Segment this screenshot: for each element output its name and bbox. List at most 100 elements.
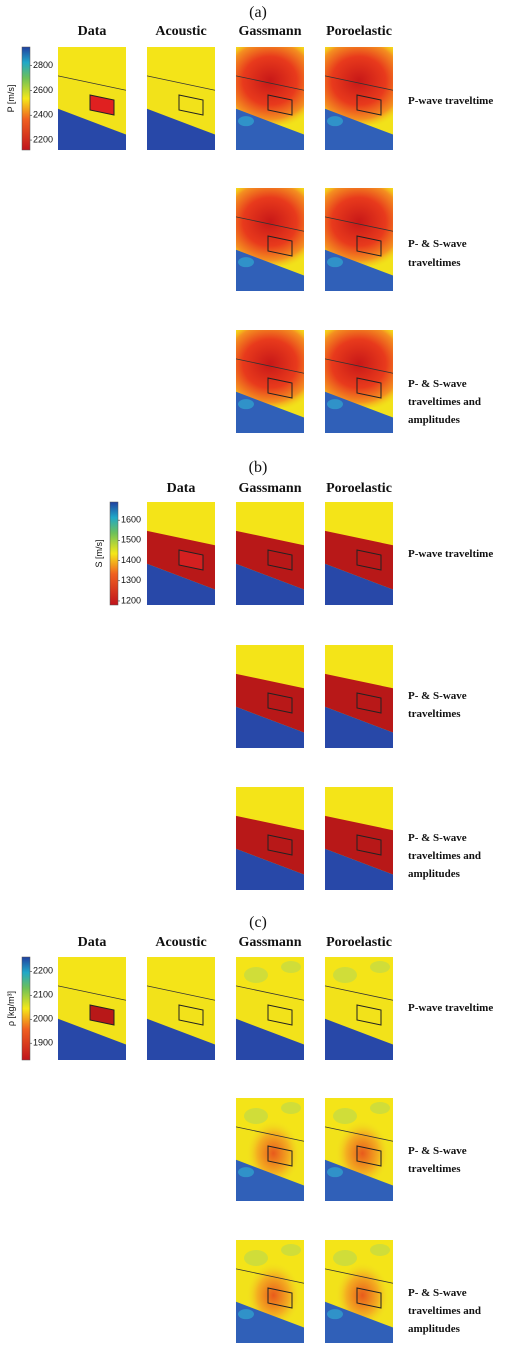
boundary: [325, 1268, 393, 1284]
row-label: amplitudes: [408, 1323, 461, 1335]
panel-image: [58, 47, 126, 150]
green-patch: [244, 967, 268, 983]
model-panel: [147, 957, 215, 1060]
low-patch: [238, 257, 254, 268]
panel-image: [147, 502, 215, 605]
green-patch: [370, 961, 390, 973]
row-label: traveltimes: [408, 708, 461, 720]
reservoir: [356, 235, 382, 257]
bottom-layer: [325, 848, 393, 890]
bottom-layer: [236, 848, 304, 890]
colorbar-tick-label: 1600: [121, 515, 141, 525]
middle-layer: [325, 985, 393, 1045]
boundary: [147, 985, 215, 1001]
row-label: traveltimes and: [408, 850, 481, 862]
model-panel: [325, 1098, 393, 1201]
panel-image: [325, 330, 393, 433]
boundary: [325, 985, 393, 1001]
low-patch: [238, 399, 254, 410]
row-label: traveltimes: [408, 1163, 461, 1175]
reservoir: [356, 1145, 382, 1167]
column-header: Poroelastic: [326, 935, 392, 950]
panel-image: [236, 645, 304, 748]
velocity-anomaly: [325, 47, 393, 125]
colorbar-tick-label: 2600: [33, 85, 53, 95]
low-patch: [238, 1309, 254, 1320]
row-label: P-wave traveltime: [408, 95, 493, 107]
green-patch: [281, 1102, 301, 1114]
bottom-layer: [147, 563, 215, 605]
low-patch: [327, 1309, 343, 1320]
boundary: [236, 1268, 304, 1284]
middle-layer: [325, 673, 393, 733]
green-patch: [333, 1250, 357, 1266]
bottom-layer: [325, 706, 393, 748]
row-label: P- & S-wave: [408, 832, 467, 844]
column-header: Gassmann: [238, 24, 301, 39]
model-panel: [58, 47, 126, 150]
colorbar-tick-label: 1300: [121, 575, 141, 585]
colorbar: [21, 46, 31, 151]
row-label: traveltimes and: [408, 396, 481, 408]
bottom-layer: [147, 108, 215, 150]
column-header: Poroelastic: [326, 24, 392, 39]
column-header: Gassmann: [238, 481, 301, 496]
colorbar-tick-label: 2200: [33, 134, 53, 144]
reservoir: [267, 1004, 293, 1026]
row-label: P- & S-wave: [408, 378, 467, 390]
bottom-layer: [236, 706, 304, 748]
bottom-layer: [58, 1018, 126, 1060]
panel-image: [236, 1240, 304, 1343]
velocity-anomaly: [236, 330, 304, 408]
model-panel: [236, 645, 304, 748]
model-panel: [236, 47, 304, 150]
reservoir: [267, 1145, 293, 1167]
row-label: amplitudes: [408, 414, 461, 426]
reservoir: [267, 377, 293, 399]
panel-image: [236, 502, 304, 605]
velocity-anomaly: [325, 330, 393, 408]
reservoir: [89, 94, 115, 116]
bottom-layer: [236, 1018, 304, 1060]
reservoir: [267, 235, 293, 257]
middle-layer: [325, 815, 393, 875]
reservoir: [356, 834, 382, 856]
colorbar-label: P [m/s]: [6, 85, 16, 113]
green-patch: [333, 1108, 357, 1124]
low-patch: [327, 116, 343, 127]
panel-image: [325, 1240, 393, 1343]
boundary: [58, 75, 126, 91]
column-header: Data: [167, 481, 196, 496]
colorbar-label: ρ [kg/m³]: [6, 991, 16, 1026]
row-label: P-wave traveltime: [408, 548, 493, 560]
column-header: Data: [78, 935, 107, 950]
panel-image: [325, 47, 393, 150]
row-label: amplitudes: [408, 868, 461, 880]
green-patch: [244, 1250, 268, 1266]
column-header: Data: [78, 24, 107, 39]
velocity-anomaly: [325, 188, 393, 266]
low-patch: [327, 1167, 343, 1178]
reservoir: [356, 1004, 382, 1026]
panel-image: [147, 47, 215, 150]
reservoir: [89, 1004, 115, 1026]
reservoir: [356, 377, 382, 399]
model-panel: [236, 1098, 304, 1201]
green-patch: [281, 961, 301, 973]
velocity-anomaly: [236, 188, 304, 266]
green-patch: [281, 1244, 301, 1256]
boundary: [236, 75, 304, 91]
bottom-layer: [325, 563, 393, 605]
bottom-layer: [147, 1018, 215, 1060]
reservoir: [267, 834, 293, 856]
bottom-layer: [325, 1018, 393, 1060]
bottom-layer: [236, 563, 304, 605]
middle-layer: [236, 673, 304, 733]
row-label: P-wave traveltime: [408, 1002, 493, 1014]
middle-layer: [236, 815, 304, 875]
reservoir: [267, 1287, 293, 1309]
row-label: P- & S-wave: [408, 1145, 467, 1157]
reservoir: [178, 549, 204, 571]
reservoir: [178, 94, 204, 116]
